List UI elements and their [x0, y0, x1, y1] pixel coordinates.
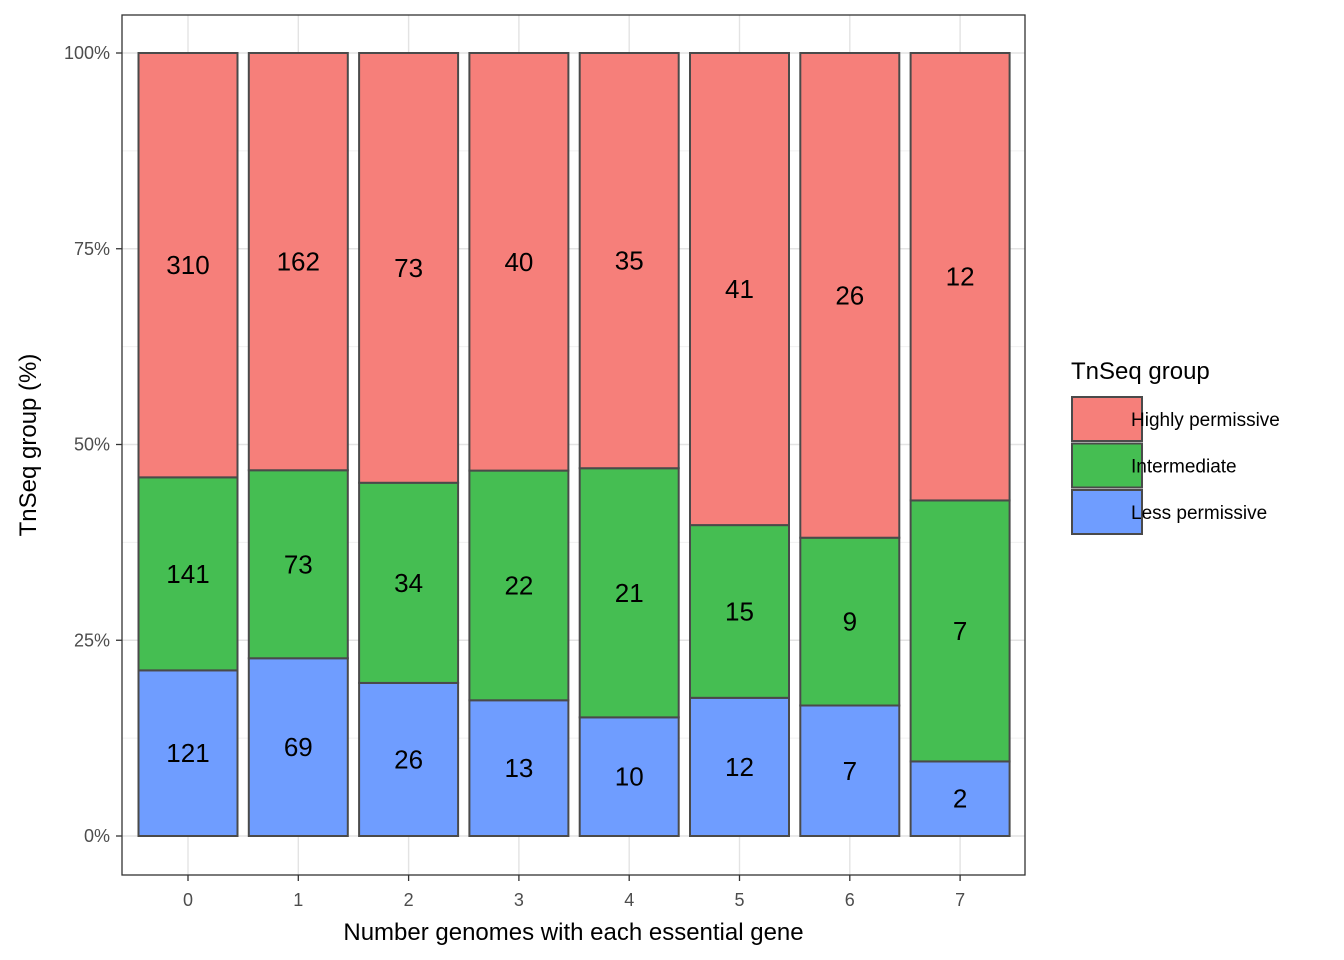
- bar-value-label: 21: [615, 578, 644, 608]
- y-tick-label: 100%: [64, 43, 110, 63]
- x-tick-label: 7: [955, 890, 965, 910]
- x-tick-label: 4: [624, 890, 634, 910]
- bar-value-label: 41: [725, 274, 754, 304]
- bar-value-label: 12: [725, 752, 754, 782]
- bar-segment: [578, 716, 680, 838]
- y-axis-title: TnSeq group (%): [15, 354, 42, 537]
- legend: TnSeq group Highly permissive Intermediat…: [1071, 358, 1280, 535]
- bar-segment: [137, 52, 239, 479]
- y-tick-label: 0%: [84, 826, 110, 846]
- bar-segment: [689, 524, 790, 699]
- x-tick-label: 6: [845, 890, 855, 910]
- bar-value-label: 12: [946, 262, 975, 292]
- bar-segment: [689, 52, 790, 527]
- x-tick-label: 3: [514, 890, 524, 910]
- bar-segment: [247, 469, 349, 660]
- legend-label: Highly permissive: [1131, 410, 1280, 431]
- bar-segment: [358, 481, 460, 684]
- x-tick-label: 1: [293, 890, 303, 910]
- x-tick-label: 0: [183, 890, 193, 910]
- bar-value-label: 9: [843, 607, 857, 637]
- bar-segment: [468, 52, 570, 472]
- legend-label: Intermediate: [1131, 457, 1237, 478]
- x-tick-label: 5: [734, 890, 744, 910]
- bar-segment: [247, 52, 349, 472]
- bar-segment: [799, 52, 901, 539]
- legend-swatch: [1071, 396, 1143, 442]
- bar-value-label: 35: [615, 246, 644, 276]
- bar-segment: [137, 476, 239, 672]
- bar-value-label: 22: [504, 570, 533, 600]
- axes: 0%25%50%75%100%0 1 2 3 4 5 6 7: [64, 43, 965, 910]
- bar-segment: [909, 499, 1011, 763]
- bar-value-label: 69: [284, 732, 313, 762]
- legend-swatch: [1071, 489, 1143, 535]
- bar-segment: [358, 52, 460, 484]
- x-axis-title: Number genomes with each essential gene: [343, 919, 803, 946]
- bar-value-label: 7: [843, 756, 857, 786]
- bar-value-label: 13: [504, 753, 533, 783]
- legend-title: TnSeq group: [1071, 358, 1210, 385]
- bar-value-label: 10: [615, 762, 644, 792]
- y-tick-label: 25%: [74, 630, 110, 650]
- bar-value-label: 40: [504, 247, 533, 277]
- bar-value-label: 141: [166, 559, 209, 589]
- bar-segment: [137, 669, 239, 837]
- legend-swatch: [1071, 442, 1143, 489]
- bar-value-label: 73: [394, 253, 423, 283]
- bar-value-label: 2: [953, 784, 967, 814]
- bar-value-label: 7: [953, 616, 967, 646]
- bar-value-labels: 121 141 310 69 73 162 26 34 73 13 22 40 10 21 35 12 15 41…: [166, 246, 974, 814]
- bar-value-label: 73: [284, 549, 313, 579]
- bars: [137, 52, 1011, 838]
- bar-segment: [909, 52, 1011, 502]
- bar-segment: [578, 52, 680, 470]
- y-tick-label: 75%: [74, 239, 110, 259]
- bar-value-label: 34: [394, 568, 423, 598]
- bar-segment: [578, 467, 680, 719]
- x-tick-label: 2: [404, 890, 414, 910]
- bar-value-label: 121: [166, 738, 209, 768]
- bar-value-label: 26: [835, 280, 864, 310]
- bar-segment: [689, 696, 790, 838]
- bar-segment: [468, 699, 570, 838]
- y-tick-label: 50%: [74, 435, 110, 455]
- bar-segment: [247, 657, 349, 837]
- legend-label: Less permissive: [1131, 503, 1267, 524]
- bar-value-label: 310: [166, 250, 209, 280]
- bar-value-label: 162: [277, 247, 320, 277]
- bar-value-label: 15: [725, 596, 754, 626]
- bar-segment: [799, 704, 901, 837]
- bar-value-label: 26: [394, 744, 423, 774]
